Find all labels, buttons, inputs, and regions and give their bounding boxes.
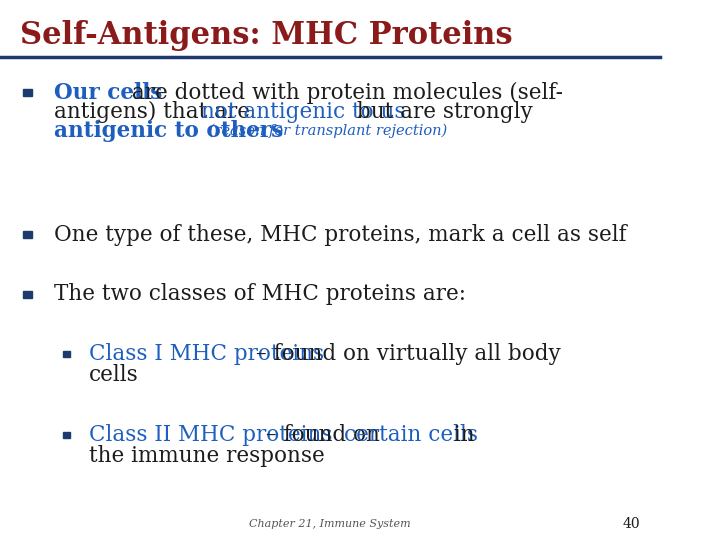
Text: certain cells: certain cells bbox=[343, 424, 477, 446]
Text: 40: 40 bbox=[622, 517, 640, 531]
FancyBboxPatch shape bbox=[23, 89, 32, 96]
Text: cells: cells bbox=[89, 364, 139, 386]
Text: Self-Antigens: MHC Proteins: Self-Antigens: MHC Proteins bbox=[19, 19, 513, 51]
Text: – found on: – found on bbox=[259, 424, 387, 446]
Text: The two classes of MHC proteins are:: The two classes of MHC proteins are: bbox=[54, 284, 466, 305]
Text: (reason for transplant rejection): (reason for transplant rejection) bbox=[204, 124, 448, 138]
Text: but are strongly: but are strongly bbox=[350, 101, 532, 123]
Text: the immune response: the immune response bbox=[89, 446, 325, 467]
Text: – found on virtually all body: – found on virtually all body bbox=[249, 343, 561, 364]
Text: not antigenic to us: not antigenic to us bbox=[201, 101, 405, 123]
Text: in: in bbox=[447, 424, 475, 446]
Text: One type of these, MHC proteins, mark a cell as self: One type of these, MHC proteins, mark a … bbox=[54, 224, 626, 246]
FancyBboxPatch shape bbox=[63, 432, 70, 437]
Text: Chapter 21, Immune System: Chapter 21, Immune System bbox=[249, 519, 410, 529]
FancyBboxPatch shape bbox=[63, 351, 70, 357]
FancyBboxPatch shape bbox=[23, 231, 32, 239]
FancyBboxPatch shape bbox=[23, 291, 32, 298]
Text: antigenic to others: antigenic to others bbox=[54, 120, 284, 141]
Text: Our cells: Our cells bbox=[54, 82, 162, 104]
Text: are dotted with protein molecules (self-: are dotted with protein molecules (self- bbox=[125, 82, 563, 104]
Text: Class II MHC proteins: Class II MHC proteins bbox=[89, 424, 333, 446]
Text: antigens) that are: antigens) that are bbox=[54, 101, 257, 123]
Text: Class I MHC proteins: Class I MHC proteins bbox=[89, 343, 324, 364]
